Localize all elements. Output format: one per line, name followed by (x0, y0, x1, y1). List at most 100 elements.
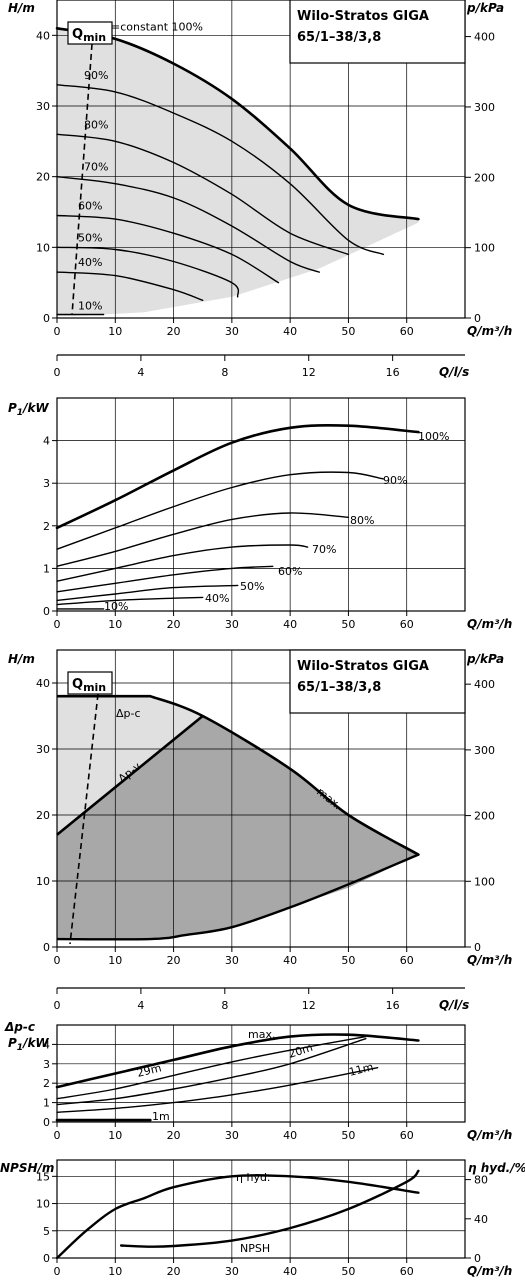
p1-curve-label: 70% (312, 543, 336, 556)
p1_modes-ytick-label: 1 (43, 1097, 50, 1110)
p1m-curve-label: 29m (136, 1061, 163, 1080)
p1_speeds-xtick-label: 30 (225, 618, 239, 631)
hq_modes-title: Wilo-Stratos GIGA (297, 659, 429, 674)
p1-curve-50 (56, 584, 239, 602)
q_ls_axis_2-tick-label: 0 (54, 999, 61, 1012)
modes-curve-dpv (56, 714, 204, 836)
hq-curve-40 (56, 271, 204, 301)
p1_modes-xtick-label: 10 (108, 1129, 122, 1142)
eta-curve-label: η hyd. (236, 1171, 270, 1184)
p1-ylabel: P1/kW (8, 401, 49, 418)
p1_speeds-frame (56, 397, 466, 612)
p1-curve-label: 80% (350, 514, 374, 527)
hq_speeds-ytick-label: 10 (36, 241, 50, 254)
hq_modes-ytick-label: 0 (43, 941, 50, 954)
hq-curve-60 (56, 214, 280, 284)
hq_modes-y2tick-label: 300 (474, 744, 495, 757)
hq_speeds-y2tick-label: 400 (474, 31, 495, 44)
modes-dpc-region (57, 696, 203, 835)
p1m-curve-max. (55, 1033, 420, 1089)
p1m-curve-label: 1m (152, 1110, 170, 1123)
npsh_eta-xtick-label: 30 (225, 1265, 239, 1278)
hq_speeds-xtick-label: 10 (108, 325, 122, 338)
p1_modes-ytick-label: 3 (43, 1058, 50, 1071)
hq_speeds-qmin-line (71, 43, 93, 316)
p1_modes-xtick-label: 0 (54, 1129, 61, 1142)
hq_speeds-title: Wilo-Stratos GIGA (297, 9, 429, 24)
eta-y2tick-label: 0 (474, 1252, 481, 1265)
p1m-ylabel-top: Δp-c (4, 1020, 35, 1034)
hq_modes-qmin-line (69, 693, 99, 945)
modes-y2label: p/kPa (466, 652, 504, 666)
hq_speeds-xtick-label: 0 (54, 325, 61, 338)
hq_modes-frame (56, 649, 466, 948)
q_ls_axis_2-label: Q/l/s (439, 998, 469, 1012)
hq_speeds-qmin-box (67, 21, 113, 45)
hq_modes-ytick-label: 40 (36, 677, 50, 690)
hq_speeds-y2tick-label: 0 (474, 312, 481, 325)
p1-curve-label: 50% (240, 580, 264, 593)
p1_speeds-ytick-label: 1 (43, 562, 50, 575)
p1_modes-ytick-label: 0 (43, 1116, 50, 1129)
hq_modes-y2tick-label: 100 (474, 875, 495, 888)
npsh-ytick-label: 15 (36, 1170, 50, 1183)
p1_modes-xtick-label: 60 (400, 1129, 414, 1142)
hq-curve-label: 50% (78, 231, 102, 244)
p1m-curve-label: max. (248, 1028, 275, 1041)
q_ls_axis_1-label: Q/l/s (439, 365, 469, 379)
hq_speeds-frame (56, 0, 466, 319)
p1_modes-xtick-label: 40 (283, 1129, 297, 1142)
hq_modes-xtick-label: 40 (283, 954, 297, 967)
p1-curve-90 (56, 471, 385, 550)
hq_speeds-xtick-label: 60 (400, 325, 414, 338)
npsh_eta-xtick-label: 0 (54, 1265, 61, 1278)
npsh-ytick-label: 0 (43, 1252, 50, 1265)
hq_modes-qmin-box (67, 671, 113, 695)
p1_modes-xtick-label: 50 (341, 1129, 355, 1142)
hq_speeds-xtick-label: 40 (283, 325, 297, 338)
q_ls_axis_2-tick-label: 16 (386, 999, 400, 1012)
hq_speeds-ytick-label: 30 (36, 100, 50, 113)
p1_modes-xtick-label: 30 (225, 1129, 239, 1142)
hq_modes-ytick-label: 30 (36, 743, 50, 756)
eta-y2tick-label: 80 (474, 1174, 488, 1187)
modes-ylabel: H/m (8, 652, 35, 666)
p1_modes-xlabel: Q/m³/h (467, 1128, 512, 1142)
hq_speeds-xtick-label: 30 (225, 325, 239, 338)
hq-curve-80 (56, 133, 350, 256)
hq-curve-label: 70% (84, 161, 108, 174)
hq-curve-label: n=constant 100% (104, 20, 203, 33)
q_ls_axis_2-tick-label: 8 (221, 999, 228, 1012)
q_ls_axis_1-tick-label: 4 (137, 366, 144, 379)
p1_modes-frame (56, 1024, 466, 1123)
hq_speeds-subtitle: 65/1–38/3,8 (297, 30, 381, 45)
p1_speeds-xtick-label: 10 (108, 618, 122, 631)
hq_speeds-ytick-label: 20 (36, 171, 50, 184)
hq_speeds-title-box (289, 0, 466, 64)
npsh_eta-xtick-label: 20 (167, 1265, 181, 1278)
p1_speeds-xtick-label: 40 (283, 618, 297, 631)
p1_speeds-xtick-label: 20 (167, 618, 181, 631)
p1_speeds-xtick-label: 50 (341, 618, 355, 631)
q_ls_axis_1-tick-label: 0 (54, 366, 61, 379)
hq_speeds-qmin-label: Qmin (72, 27, 106, 44)
hq-operating-region (57, 28, 419, 316)
hq_modes-xtick-label: 60 (400, 954, 414, 967)
p1_speeds-ytick-label: 0 (43, 605, 50, 618)
hq-curve-label: 80% (84, 118, 108, 131)
p1-curve-label: 40% (205, 592, 229, 605)
hq_speeds-y2tick-label: 300 (474, 101, 495, 114)
p1-curve-label: 90% (383, 474, 407, 487)
p1_modes-xtick-label: 20 (167, 1129, 181, 1142)
hq_modes-xtick-label: 50 (341, 954, 355, 967)
q_ls_axis_1-tick-label: 16 (386, 366, 400, 379)
npsh_eta-xtick-label: 10 (108, 1265, 122, 1278)
p1-curve-100 (55, 424, 420, 530)
p1_speeds-xlabel: Q/m³/h (467, 617, 512, 631)
hq_speeds-xtick-label: 50 (341, 325, 355, 338)
hq_modes-title-box (289, 649, 466, 714)
npsh_eta-frame (56, 1159, 466, 1259)
npsh_eta-xtick-label: 60 (400, 1265, 414, 1278)
modes-curve-max (149, 694, 420, 856)
